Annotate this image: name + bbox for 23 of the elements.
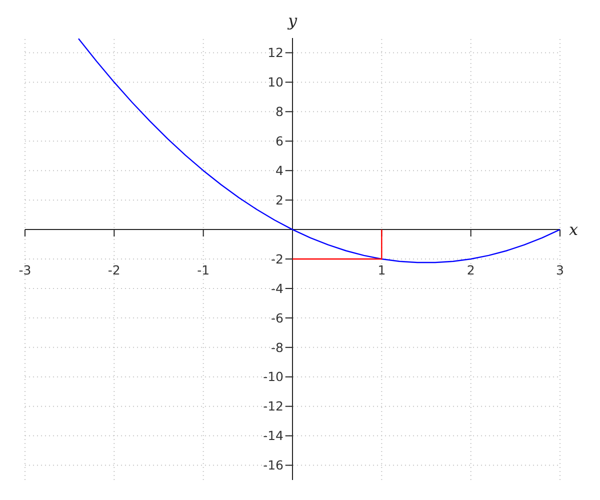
line-series <box>78 38 561 264</box>
y-tick-label: 6 <box>276 134 284 149</box>
x-tick-label: 1 <box>378 262 386 278</box>
y-tick-label: -14 <box>263 428 284 444</box>
y-tick-label: -10 <box>263 369 284 384</box>
y-tick-label: -12 <box>263 398 284 414</box>
y-tick-label: -4 <box>271 280 284 296</box>
x-tick-label: -3 <box>18 262 32 278</box>
y-tick-label: -16 <box>263 458 284 473</box>
x-tick-label: -1 <box>197 262 210 278</box>
y-tick-label: 8 <box>276 104 284 120</box>
x-tick-label: 3 <box>556 262 564 278</box>
y-tick-label: -2 <box>271 251 284 266</box>
y-tick-label: 2 <box>276 192 284 208</box>
x-tick-label: -2 <box>108 262 120 278</box>
y-tick-label: 12 <box>268 45 284 60</box>
y-tick-label: 4 <box>276 162 284 178</box>
y-tick-label: -6 <box>271 310 284 326</box>
y-tick-label: -8 <box>271 340 284 355</box>
x-axis-title: x <box>569 220 578 240</box>
x-tick-label: 2 <box>466 262 475 278</box>
y-axis-title: y <box>286 11 298 30</box>
y-tick-label: 10 <box>268 74 284 90</box>
